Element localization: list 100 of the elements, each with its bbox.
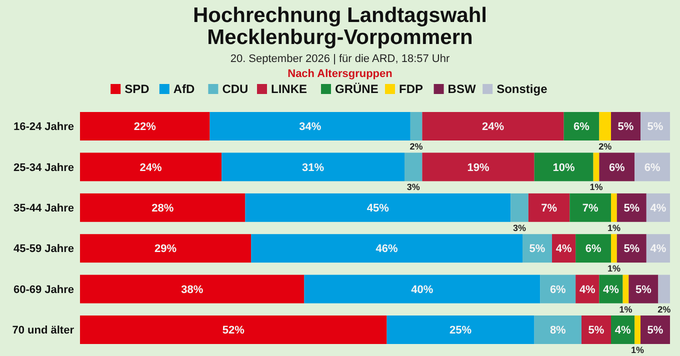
bar [410, 112, 422, 140]
data-label: 2% [410, 141, 423, 152]
bar [616, 193, 646, 222]
legend-label: BSW [448, 82, 476, 96]
data-label: 5% [635, 284, 652, 296]
y-tick-label: 45-59 Jahre [13, 243, 74, 256]
bar [634, 152, 670, 182]
legend-label: FDP [399, 82, 423, 96]
data-label: 1% [607, 264, 620, 274]
bar [564, 112, 600, 140]
data-label: 1% [619, 304, 632, 314]
y-tick-label: 35-44 Jahre [13, 202, 74, 214]
text: Nach Altersgruppen [288, 68, 393, 80]
bar [634, 316, 640, 344]
data-label: 5% [624, 243, 640, 256]
data-label: 4% [614, 324, 631, 337]
bar [658, 274, 670, 304]
chart-subtitle: 20. September 2026 | für die ARD, 18:57 Uhr [230, 53, 450, 65]
data-label: 5% [618, 121, 634, 134]
bar [640, 112, 670, 140]
bar [534, 152, 594, 182]
data-label: 10% [552, 162, 576, 174]
data-label: 6% [574, 121, 590, 134]
bar [422, 152, 534, 182]
legend-label: LINKE [271, 82, 307, 96]
legend-label: CDU [222, 82, 248, 96]
data-label: 40% [411, 284, 434, 296]
data-label: 4% [579, 284, 596, 296]
chart-title: Hochrechnung Landtagswahl Mecklenburg-Vorpommern [192, 4, 488, 49]
bar [528, 193, 570, 222]
data-label: 19% [467, 162, 490, 174]
data-label: 1% [590, 182, 603, 192]
legend-label: AfD [173, 82, 196, 96]
data-label: 1% [631, 345, 644, 355]
data-label: 31% [302, 162, 324, 174]
bar [245, 193, 511, 222]
data-label: 2% [598, 141, 612, 152]
data-label: 4% [650, 243, 666, 256]
bar [576, 234, 611, 263]
bar [80, 316, 387, 344]
bar [80, 112, 210, 140]
bar [251, 234, 522, 263]
y-tick-label: 16-24 Jahre [13, 121, 74, 134]
data-label: 4% [603, 284, 620, 296]
data-label: 6% [644, 162, 660, 174]
bar [304, 274, 540, 304]
bar [582, 316, 611, 344]
bar [599, 152, 635, 182]
data-label: 5% [647, 324, 664, 337]
data-label: 5% [647, 121, 664, 134]
data-label: 5% [588, 324, 604, 337]
bar [386, 316, 534, 344]
data-label: 7% [541, 202, 558, 214]
bar [593, 152, 600, 182]
bar [222, 152, 404, 182]
bar [622, 274, 629, 304]
bar [599, 112, 611, 140]
bar [540, 274, 576, 304]
bar [611, 112, 640, 140]
data-label: 6% [585, 243, 602, 256]
bar [534, 316, 582, 344]
data-label: 45% [366, 202, 390, 214]
data-label: 24% [140, 162, 162, 174]
data-label: 52% [222, 324, 245, 337]
data-label: 5% [624, 202, 640, 214]
data-label: 38% [181, 284, 204, 296]
data-label: 25% [450, 324, 472, 337]
data-label: 29% [154, 243, 177, 256]
bar [570, 193, 611, 222]
legend-label: Sonstige [496, 82, 548, 96]
bar [80, 274, 304, 304]
bar [611, 234, 617, 263]
data-label: 1% [607, 222, 620, 233]
data-label: 34% [299, 121, 322, 134]
legend-label: SPD [124, 82, 150, 96]
bar [510, 193, 528, 222]
bar [422, 112, 564, 140]
data-label: 4% [650, 202, 666, 214]
data-label: 3% [513, 222, 526, 233]
data-label: 5% [529, 243, 546, 256]
bar [628, 274, 658, 304]
bar [404, 152, 422, 182]
data-label: 46% [376, 243, 398, 256]
y-tick-label: 60-69 Jahre [13, 284, 74, 296]
bar [522, 234, 552, 263]
bar [616, 234, 646, 263]
data-label: 7% [582, 202, 599, 214]
data-label: 8% [550, 324, 566, 337]
data-label: 22% [134, 121, 156, 134]
bar [80, 234, 252, 263]
bar [640, 316, 670, 344]
data-label: 4% [556, 243, 572, 256]
legend-label: GRÜNE [335, 82, 378, 96]
bar [80, 193, 246, 222]
data-label: 24% [482, 121, 504, 134]
data-label: 3% [406, 182, 420, 192]
y-tick-label: 70 und älter [12, 324, 75, 337]
bar [80, 152, 222, 182]
bar [210, 112, 410, 140]
bar [599, 274, 623, 304]
